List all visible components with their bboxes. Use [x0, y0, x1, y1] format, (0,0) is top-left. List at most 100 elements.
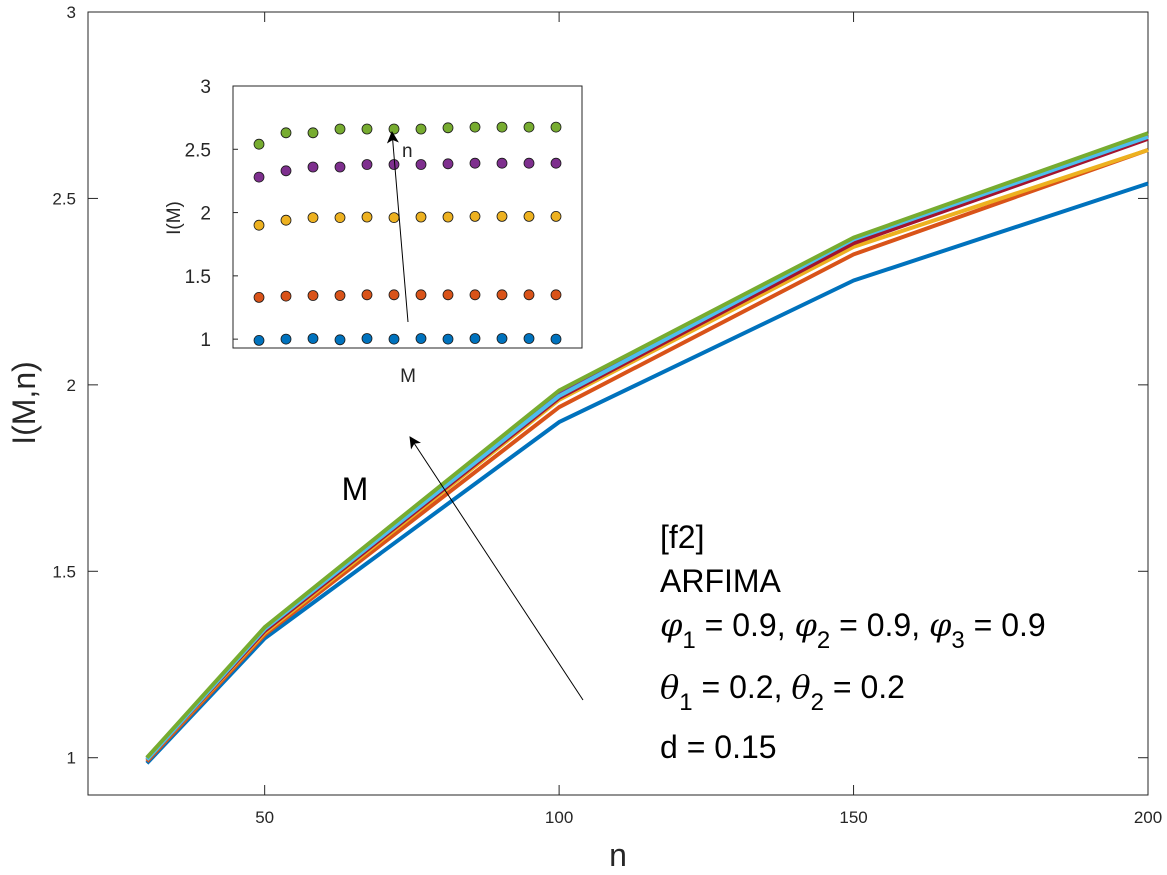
- inset-point-n1: [388, 333, 400, 345]
- inset-point-n1: [550, 333, 562, 345]
- param-value: = 0.9,: [830, 607, 929, 643]
- inset-point-n5: [442, 122, 454, 134]
- inset-point-n5: [361, 123, 373, 135]
- inset-point-n1: [442, 333, 454, 345]
- info-model-name: ARFIMA: [660, 563, 782, 599]
- inset-y-tick-label: 1.5: [185, 267, 211, 288]
- inset-point-n5: [307, 127, 319, 139]
- y-tick-label: 3: [67, 3, 76, 22]
- inset-point-n3: [442, 211, 454, 223]
- inset-point-n3: [469, 210, 481, 222]
- param-value: = 0.9: [965, 607, 1046, 643]
- inset-point-n2: [334, 290, 346, 301]
- inset-y-tick-label: 2: [200, 204, 211, 225]
- series-line-M1: [145, 181, 1149, 765]
- inset-point-n4: [550, 157, 562, 169]
- inset-point-n2: [280, 290, 292, 302]
- inset-point-n2: [496, 289, 508, 301]
- inset-x-axis-label: M: [400, 366, 416, 387]
- inset-point-n1: [253, 334, 265, 346]
- main-x-axis-label: n: [609, 837, 627, 873]
- param-symbol: φ: [929, 606, 952, 644]
- info-d-param: d = 0.15: [660, 729, 777, 765]
- inset-point-n2: [415, 289, 427, 301]
- param-value: = 0.9,: [696, 607, 795, 643]
- param-symbol: θ: [791, 668, 810, 706]
- inset-point-n5: [469, 121, 481, 133]
- inset-point-n3: [253, 219, 265, 231]
- inset-point-n2: [442, 289, 454, 301]
- inset-point-n4: [523, 157, 535, 169]
- n-arrow-label: n: [402, 141, 413, 162]
- inset-axis-ticks: 1 1.5 2 2.5 3: [185, 77, 238, 351]
- param-value: = 0.2,: [693, 669, 792, 705]
- inset-point-n5: [253, 138, 265, 150]
- inset-point-n3: [361, 211, 373, 223]
- inset-point-n5: [550, 121, 562, 133]
- y-tick-label: 1.5: [52, 562, 76, 581]
- inset-point-n2: [361, 289, 373, 301]
- inset-point-n2: [469, 289, 481, 301]
- inset-point-n1: [307, 333, 319, 344]
- param-subscript: 2: [817, 627, 830, 654]
- inset-point-n2: [307, 290, 319, 301]
- inset-point-n5: [415, 123, 427, 135]
- inset-point-n4: [415, 159, 427, 170]
- inset-point-n4: [280, 165, 292, 177]
- inset-point-n4: [469, 157, 481, 169]
- param-symbol: φ: [660, 606, 683, 644]
- inset-y-tick-label: 3: [200, 77, 211, 98]
- param-subscript: 2: [811, 689, 824, 716]
- inset-point-n3: [388, 212, 400, 224]
- param-value: = 0.2: [824, 669, 905, 705]
- inset-point-n3: [334, 212, 346, 224]
- inset-point-n5: [280, 127, 292, 139]
- param-subscript: 3: [951, 627, 964, 654]
- info-phi-params: φ1 = 0.9, φ2 = 0.9, φ3 = 0.9: [660, 606, 1046, 654]
- inset-y-axis-label: I(M): [164, 201, 185, 235]
- main-axis-ticks: 50 100 150 200 1 1.5 2 2.5 3: [52, 3, 1162, 827]
- inset-point-n3: [550, 210, 562, 222]
- inset-point-n1: [280, 333, 292, 345]
- inset-point-n5: [523, 121, 535, 133]
- inset-point-n4: [307, 161, 319, 173]
- inset-y-tick-label: 1: [200, 330, 211, 351]
- inset-point-n2: [523, 289, 535, 301]
- param-symbol: θ: [660, 668, 679, 706]
- y-tick-label: 2.5: [52, 189, 76, 208]
- inset-point-n4: [334, 161, 346, 173]
- m-direction-arrow: [409, 436, 584, 701]
- param-symbol: φ: [795, 606, 818, 644]
- m-arrow-label: M: [342, 471, 369, 507]
- inset-point-n2: [388, 289, 400, 301]
- inset-point-n1: [523, 333, 535, 344]
- inset-point-n4: [442, 158, 454, 170]
- inset-point-n5: [496, 121, 508, 133]
- inset-series-points: [253, 121, 562, 346]
- inset-point-n3: [280, 214, 292, 226]
- main-y-axis-label: I(M,n): [6, 361, 42, 445]
- inset-point-n2: [550, 289, 562, 301]
- x-tick-label: 50: [255, 808, 274, 827]
- inset-point-n3: [307, 212, 319, 224]
- inset-point-n3: [496, 210, 508, 222]
- main-series-lines: [145, 131, 1149, 765]
- y-tick-label: 2: [67, 376, 76, 395]
- inset-point-n4: [496, 157, 508, 169]
- x-tick-label: 200: [1134, 808, 1162, 827]
- inset-point-n2: [253, 291, 265, 303]
- inset-point-n3: [415, 211, 427, 223]
- series-line-M7: [145, 131, 1149, 760]
- inset-point-n5: [388, 123, 400, 135]
- inset-point-n1: [361, 333, 373, 344]
- model-info-annotation: [f2] ARFIMA φ1 = 0.9, φ2 = 0.9, φ3 = 0.9…: [660, 519, 1046, 765]
- inset-point-n1: [496, 333, 508, 344]
- info-figure-tag: [f2]: [660, 519, 704, 555]
- inset-point-n4: [253, 171, 265, 183]
- y-tick-label: 1: [67, 749, 76, 768]
- param-subscript: 1: [679, 689, 692, 716]
- param-subscript: 1: [682, 627, 695, 654]
- inset-point-n1: [415, 333, 427, 344]
- n-direction-arrow: [386, 131, 409, 323]
